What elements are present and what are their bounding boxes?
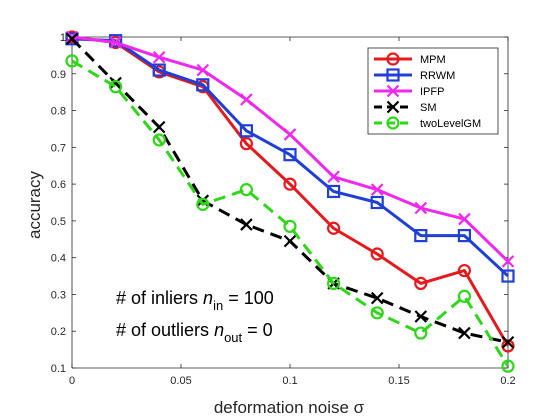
y-tick-label: 0.7 [51,142,66,154]
y-axis-label: accuracy [25,170,44,239]
series-line-twolevelgm [71,59,510,367]
data-point-sm [65,32,79,46]
data-point-rrwm [370,195,384,210]
legend-marker-mpm [386,52,400,66]
series-line-rrwm [71,37,510,278]
data-point-twolevelgm [108,80,123,94]
x-axis-label: deformation noise σ [214,398,365,417]
data-point-twolevelgm [65,54,79,68]
legend-label-sm: SM [420,102,437,114]
y-tick-label: 0.5 [51,216,66,228]
x-tick-label: 0 [69,375,75,387]
y-tick-label: 0.4 [51,253,66,265]
y-tick-label: 1 [60,32,66,44]
inliers-annotation: # of inliers nin = 100 [116,288,274,313]
data-point-rrwm [196,78,210,92]
legend-marker-sm [386,100,400,114]
data-point-rrwm [327,184,341,199]
data-point-mpm [501,339,515,353]
x-tick-label: 0.05 [170,375,191,387]
data-point-sm [458,326,471,340]
data-point-ipfp [327,170,340,184]
data-point-twolevelgm [283,219,297,234]
data-point-ipfp [501,255,515,268]
data-point-mpm [283,177,297,191]
data-point-ipfp [109,36,122,49]
legend-label-rrwm: RRWM [420,70,455,82]
data-point-sm [414,310,428,323]
x-tick-label: 0.1 [282,375,297,387]
data-point-rrwm [414,229,428,243]
data-point-mpm [414,276,428,291]
data-point-twolevelgm [414,326,428,340]
data-point-twolevelgm [327,276,341,291]
y-tick-label: 0.3 [51,289,66,301]
data-point-twolevelgm [370,306,384,320]
y-tick-label: 0.1 [51,363,66,375]
data-point-twolevelgm [152,133,166,147]
data-point-sm [283,234,297,248]
plot-marks: 0 0.05 0.1 0.15 0.2 0.1 0.2 0.3 0.4 0.5 0.6 0.7 0.8 0… [51,30,516,387]
y-tick-label: 0.2 [51,326,66,338]
data-point-ipfp [414,201,428,215]
data-point-sm [370,291,384,305]
data-point-ipfp [458,212,471,226]
legend: MPM RRWM IPFP SM twoLevelGM [367,47,499,135]
data-point-twolevelgm [239,183,253,197]
data-point-ipfp [283,128,297,141]
data-point-ipfp [240,93,253,106]
data-point-mpm [239,137,253,151]
data-point-ipfp [370,183,384,196]
data-point-mpm [327,221,341,235]
x-tick-label: 0.2 [500,375,515,387]
y-tick-label: 0.9 [51,69,66,81]
data-point-rrwm [283,148,297,162]
data-point-ipfp [152,50,166,64]
data-point-rrwm [152,63,166,77]
legend-marker-ipfp [386,84,400,98]
legend-label-ipfp: IPFP [420,86,444,98]
legend-marker-rrwm [386,68,400,82]
series-line-mpm [71,35,510,347]
data-point-sm [152,120,166,134]
data-point-sm [109,76,122,90]
legend-label-twolevelgm: twoLevelGM [420,118,481,130]
data-point-rrwm [239,124,253,138]
y-tick-label: 0.8 [51,106,66,118]
data-point-rrwm [501,269,515,283]
data-point-twolevelgm [457,289,471,303]
data-point-twolevelgm [501,359,515,373]
data-point-sm [240,218,253,231]
y-tick-label: 0.6 [51,179,66,191]
data-point-twolevelgm [196,197,210,211]
x-tick-label: 0.15 [388,375,409,387]
data-point-mpm [370,247,384,261]
outliers-annotation: # of outliers nout = 0 [116,320,273,345]
data-point-rrwm [457,229,471,243]
legend-label-mpm: MPM [420,54,446,66]
data-point-ipfp [196,63,210,77]
data-point-mpm [457,263,471,278]
data-point-sm [501,335,515,349]
legend-marker-twolevelgm [386,116,400,130]
